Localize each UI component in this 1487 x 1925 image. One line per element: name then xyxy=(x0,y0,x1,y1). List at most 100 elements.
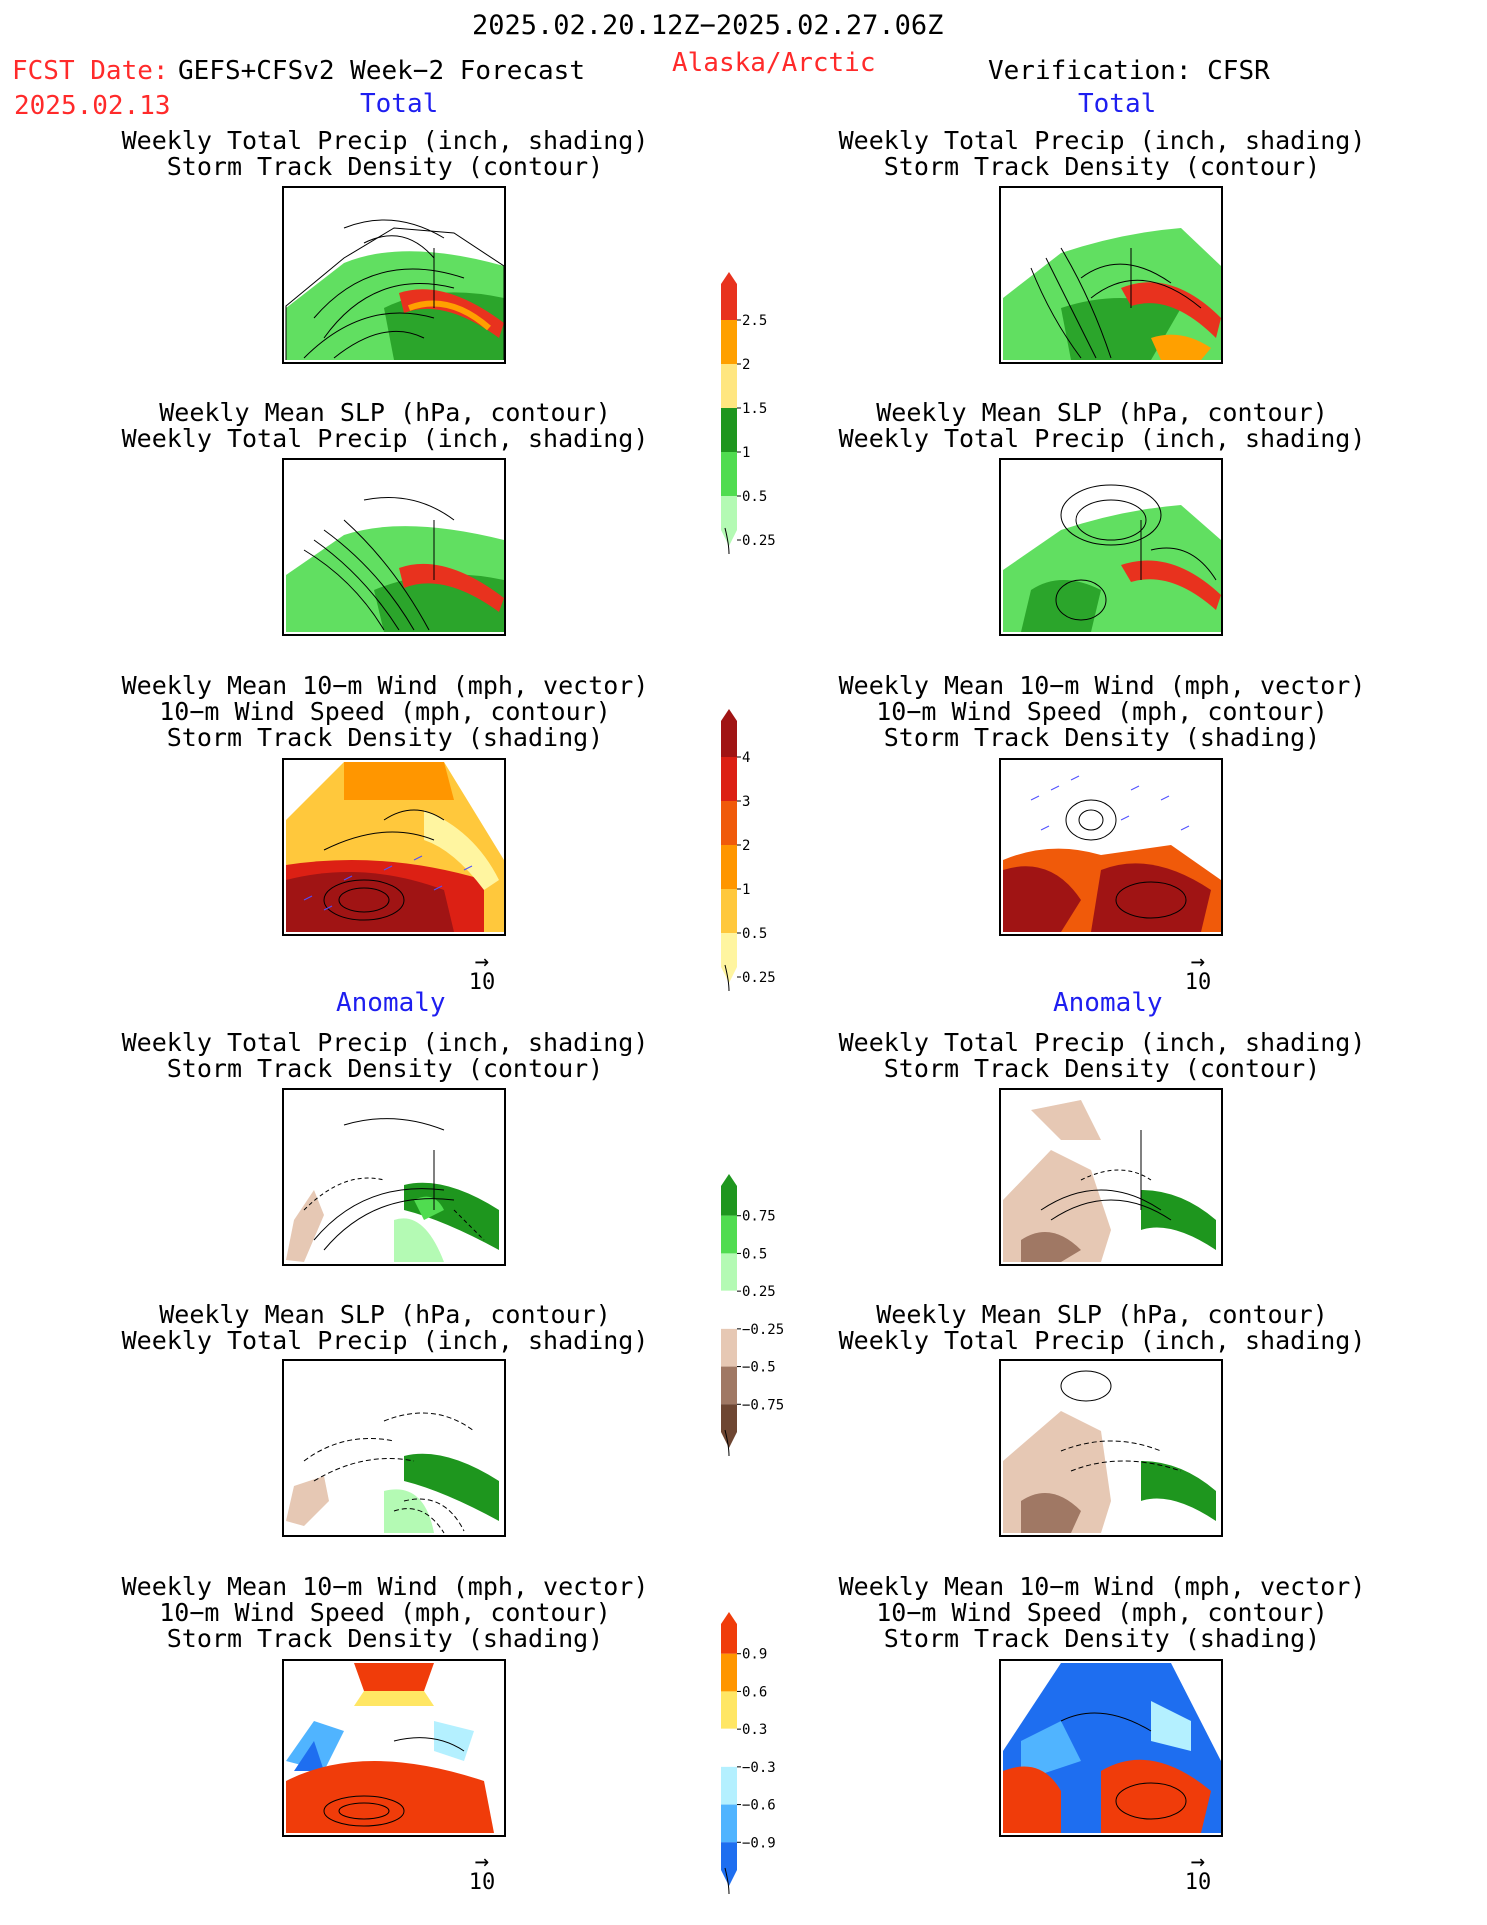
title-anom-wind-fcst: Weekly Mean 10−m Wind (mph, vector) 10−m … xyxy=(121,1572,649,1653)
vector-reference-left-anom: → 10 xyxy=(462,1847,502,1895)
colorbar-label: 0.5 xyxy=(742,489,767,505)
colorbar-label: 0.75 xyxy=(742,1209,776,1225)
colorbar-swatch xyxy=(720,1290,738,1330)
colorbar-swatch xyxy=(721,408,737,452)
date-range-title: 2025.02.20.12Z−2025.02.27.06Z xyxy=(472,10,944,41)
colorbar-swatch xyxy=(721,1766,737,1805)
colorbar-label: 0.25 xyxy=(742,1284,776,1300)
colorbar-swatch xyxy=(721,1612,737,1654)
colorbar-swatch xyxy=(721,757,737,801)
colorbar-label: 3 xyxy=(742,794,750,810)
colorbar-swatch xyxy=(721,1174,737,1216)
map-anom-precip-verif xyxy=(999,1088,1223,1266)
map-anom-wind-verif xyxy=(999,1659,1223,1837)
map-total-slp-fcst xyxy=(282,458,506,636)
colorbar-storm-anom: 0.9 0.6 0.3 −0.3 −0.6 −0.9 xyxy=(720,1608,790,1898)
fcst-date-value: 2025.02.13 xyxy=(14,91,171,121)
colorbar-storm-total: 4 3 2 1 0.5 0.25 xyxy=(720,705,790,995)
vector-reference-right-total: → 10 xyxy=(1178,949,1218,995)
verification-label: Verification: CFSR xyxy=(988,56,1270,86)
colorbar-label: −0.75 xyxy=(742,1397,784,1413)
colorbar-tail xyxy=(724,1429,730,1457)
colorbar-swatch xyxy=(721,1691,737,1730)
fcst-date-label: FCST Date: xyxy=(12,56,169,86)
colorbar-label: 0.6 xyxy=(742,1684,767,1700)
colorbar-label: 0.25 xyxy=(742,533,776,549)
colorbar-label: 0.3 xyxy=(742,1722,767,1738)
colorbar-swatch xyxy=(720,1728,738,1768)
colorbar-swatch xyxy=(721,889,737,933)
section-anomaly-right: Anomaly xyxy=(1053,988,1163,1018)
title-total-wind-verif: Weekly Mean 10−m Wind (mph, vector) 10−m … xyxy=(838,671,1366,752)
vector-reference-left-total: → 10 xyxy=(462,947,502,995)
colorbar-swatch xyxy=(721,496,737,546)
title-anom-precip-fcst: Weekly Total Precip (inch, shading) Storm… xyxy=(121,1028,649,1083)
title-total-wind-fcst: Weekly Mean 10−m Wind (mph, vector) 10−m … xyxy=(121,671,649,752)
colorbar-label: −0.6 xyxy=(742,1798,776,1814)
colorbar-swatch xyxy=(721,1253,737,1292)
colorbar-label: 0.5 xyxy=(742,1246,767,1262)
colorbar-label: 2 xyxy=(742,838,750,854)
colorbar-swatch xyxy=(721,1804,737,1843)
region-label: Alaska/Arctic xyxy=(672,48,876,78)
arrow-right-icon: → xyxy=(474,1847,490,1875)
map-anom-precip-fcst xyxy=(282,1088,506,1266)
colorbar-precip-total: 2.5 2 1.5 1 0.5 0.25 xyxy=(720,268,790,558)
map-total-wind-fcst xyxy=(282,758,506,936)
map-anom-slp-fcst xyxy=(282,1359,506,1537)
colorbar-swatch xyxy=(721,1215,737,1254)
section-total-left: Total xyxy=(360,89,439,119)
colorbar-label: 2.5 xyxy=(742,313,767,329)
map-total-precip-verif xyxy=(999,186,1223,364)
section-anomaly-left: Anomaly xyxy=(336,988,446,1018)
title-total-precip-verif: Weekly Total Precip (inch, shading) Storm… xyxy=(838,126,1366,181)
section-total-right: Total xyxy=(1078,89,1157,119)
colorbar-label: 0.5 xyxy=(742,926,767,942)
title-total-slp-verif: Weekly Mean SLP (hPa, contour) Weekly Tot… xyxy=(838,398,1366,453)
title-anom-slp-fcst: Weekly Mean SLP (hPa, contour) Weekly Tot… xyxy=(121,1300,649,1355)
vector-reference-right-anom: → 10 xyxy=(1178,1847,1218,1895)
colorbar-tail xyxy=(724,527,730,555)
colorbar-label: 1 xyxy=(742,445,750,461)
colorbar-precip-total-svg: 2.5 2 1.5 1 0.5 0.25 xyxy=(721,272,776,555)
colorbar-label: 1 xyxy=(742,882,750,898)
colorbar-label: 0.9 xyxy=(742,1647,767,1663)
title-anom-precip-verif: Weekly Total Precip (inch, shading) Storm… xyxy=(838,1028,1366,1083)
colorbar-swatch xyxy=(721,801,737,845)
colorbar-tail xyxy=(724,1867,730,1895)
colorbar-swatch xyxy=(721,320,737,364)
map-total-wind-verif xyxy=(999,758,1223,936)
map-total-slp-verif xyxy=(999,458,1223,636)
colorbar-label: −0.9 xyxy=(742,1835,776,1851)
colorbar-label: −0.3 xyxy=(742,1760,776,1776)
model-label: GEFS+CFSv2 Week−2 Forecast xyxy=(178,56,585,86)
map-anom-wind-fcst xyxy=(282,1659,506,1837)
arrow-right-icon: → xyxy=(1190,1847,1206,1875)
colorbar-swatch xyxy=(721,1328,737,1367)
colorbar-swatch xyxy=(721,845,737,889)
title-anom-slp-verif: Weekly Mean SLP (hPa, contour) Weekly Tot… xyxy=(838,1300,1366,1355)
colorbar-swatch xyxy=(721,364,737,408)
colorbar-swatch xyxy=(721,709,737,757)
colorbar-tail xyxy=(724,964,730,992)
colorbar-swatch xyxy=(721,272,737,320)
colorbar-swatch xyxy=(721,1842,737,1886)
title-total-slp-fcst: Weekly Mean SLP (hPa, contour) Weekly Tot… xyxy=(121,398,649,453)
colorbar-swatch xyxy=(721,1653,737,1692)
colorbar-label: 0.25 xyxy=(742,970,776,986)
colorbar-label: 2 xyxy=(742,357,750,373)
colorbar-label: 4 xyxy=(742,750,750,766)
arrow-right-icon: → xyxy=(474,947,490,975)
colorbar-precip-anom: 0.75 0.5 0.25 −0.25 −0.5 −0.75 xyxy=(720,1170,790,1460)
colorbar-label: −0.5 xyxy=(742,1360,776,1376)
colorbar-precip-anom-svg: 0.75 0.5 0.25 −0.25 −0.5 −0.75 xyxy=(720,1174,784,1457)
map-total-precip-fcst xyxy=(282,186,506,364)
colorbar-swatch xyxy=(721,1366,737,1405)
colorbar-swatch xyxy=(721,1404,737,1448)
colorbar-swatch xyxy=(721,452,737,496)
colorbar-swatch xyxy=(721,933,737,983)
title-total-precip-fcst: Weekly Total Precip (inch, shading) Storm… xyxy=(121,126,649,181)
colorbar-label: 1.5 xyxy=(742,401,767,417)
title-anom-wind-verif: Weekly Mean 10−m Wind (mph, vector) 10−m … xyxy=(838,1572,1366,1653)
colorbar-storm-total-svg: 4 3 2 1 0.5 0.25 xyxy=(721,709,776,992)
